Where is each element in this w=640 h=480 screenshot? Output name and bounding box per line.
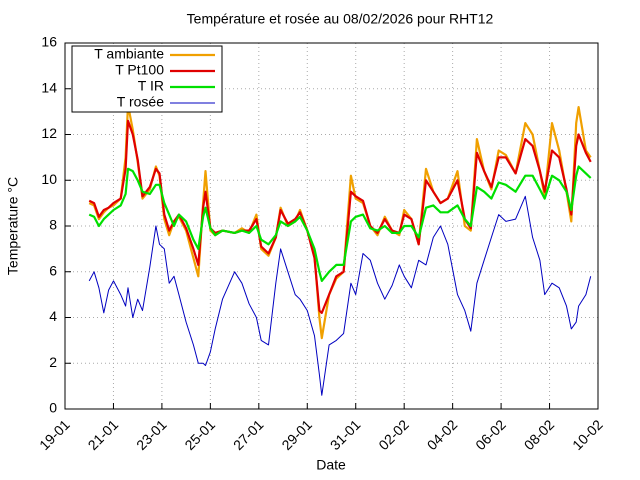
y-tick-label: 10 bbox=[41, 171, 57, 187]
x-tick-label: 08-02 bbox=[521, 416, 558, 453]
y-tick-label: 12 bbox=[41, 125, 57, 141]
chart-title: Température et rosée au 08/02/2026 pour … bbox=[187, 11, 494, 27]
legend-label: T IR bbox=[138, 78, 164, 94]
x-tick-label: 25-01 bbox=[181, 416, 218, 453]
x-tick-label: 27-01 bbox=[230, 416, 267, 453]
series-line bbox=[88, 119, 592, 314]
x-tick-label: 29-01 bbox=[278, 416, 315, 453]
y-tick-label: 2 bbox=[49, 354, 57, 370]
x-tick-label: 19-01 bbox=[36, 416, 73, 453]
y-tick-label: 4 bbox=[49, 308, 57, 324]
y-tick-label: 6 bbox=[49, 262, 57, 278]
y-tick-label: 0 bbox=[49, 400, 57, 416]
x-tick-label: 10-02 bbox=[569, 416, 606, 453]
plot-frame bbox=[64, 42, 599, 410]
legend-label: T rosée bbox=[117, 94, 164, 110]
y-tick-label: 8 bbox=[49, 217, 57, 233]
x-tick-label: 23-01 bbox=[133, 416, 170, 453]
x-tick-label: 21-01 bbox=[85, 416, 122, 453]
x-axis-label: Date bbox=[316, 457, 346, 473]
legend-label: T Pt100 bbox=[115, 62, 164, 78]
x-tick-label: 31-01 bbox=[327, 416, 364, 453]
x-tick-label: 06-02 bbox=[472, 416, 509, 453]
y-tick-label: 16 bbox=[41, 34, 57, 50]
y-tick-label: 14 bbox=[41, 79, 57, 95]
series-line bbox=[88, 103, 592, 340]
x-tick-label: 02-02 bbox=[375, 416, 412, 453]
x-tick-label: 04-02 bbox=[424, 416, 461, 453]
y-axis-label: Temperature °C bbox=[5, 177, 21, 275]
series-line bbox=[88, 195, 592, 396]
legend-box bbox=[71, 45, 223, 113]
series-line bbox=[88, 165, 592, 282]
legend-label: T ambiante bbox=[94, 46, 164, 62]
